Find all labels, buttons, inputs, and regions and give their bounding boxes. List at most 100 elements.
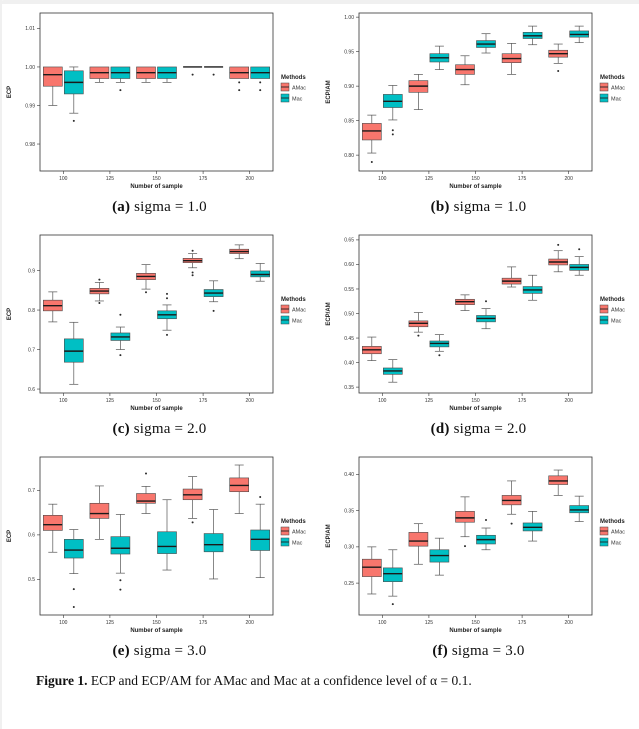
svg-text:0.6: 0.6 — [28, 387, 35, 393]
svg-text:125: 125 — [106, 176, 115, 182]
svg-text:AMac: AMac — [292, 86, 306, 92]
panel-subtitle-b: sigma = 1.0 — [453, 199, 527, 215]
panel-label-e: (e) — [112, 643, 130, 659]
panel-caption-a: (a) sigma = 1.0 — [0, 199, 319, 216]
svg-text:1.00: 1.00 — [25, 65, 35, 71]
svg-text:Methods: Methods — [281, 519, 306, 525]
panel-label-c: (c) — [112, 421, 130, 437]
figure-caption-label: Figure 1. — [36, 673, 88, 688]
svg-text:AMac: AMac — [611, 530, 625, 536]
svg-text:Mac: Mac — [611, 319, 622, 325]
svg-text:150: 150 — [471, 398, 480, 404]
svg-text:175: 175 — [518, 398, 527, 404]
panel-c: 0.6 0.7 0.8 0.9 100 125 150 175 200 Number of sam… — [0, 227, 319, 438]
svg-text:0.50: 0.50 — [344, 311, 354, 317]
svg-text:ECP: ECP — [7, 530, 13, 542]
svg-text:100: 100 — [378, 620, 387, 626]
figure-caption-text: ECP and ECP/AM for AMac and Mac at a con… — [90, 673, 472, 688]
svg-text:ECP: ECP — [7, 86, 13, 98]
svg-text:200: 200 — [565, 398, 574, 404]
svg-text:1.01: 1.01 — [25, 26, 35, 32]
svg-text:Number of sample: Number of sample — [130, 628, 183, 634]
svg-text:200: 200 — [565, 620, 574, 626]
svg-text:100: 100 — [59, 176, 68, 182]
svg-text:0.6: 0.6 — [28, 533, 35, 539]
svg-text:Number of sample: Number of sample — [449, 406, 502, 412]
svg-text:0.30: 0.30 — [344, 545, 354, 551]
svg-text:Methods: Methods — [600, 75, 625, 81]
panel-label-f: (f) — [432, 643, 448, 659]
svg-text:0.9: 0.9 — [28, 268, 35, 274]
svg-text:Methods: Methods — [281, 75, 306, 81]
panel-f: 0.25 0.30 0.35 0.40 100 125 150 175 200 Number of… — [319, 449, 638, 660]
svg-text:0.35: 0.35 — [344, 508, 354, 514]
figure-page: 0.98 0.99 1.00 1.01 100 125 150 175 200 Number of… — [0, 5, 639, 689]
boxplot-chart-a: 0.98 0.99 1.00 1.01 100 125 150 175 200 Number of… — [7, 12, 306, 190]
svg-text:0.40: 0.40 — [344, 360, 354, 366]
figure-caption: Figure 1. ECP and ECP/AM for AMac and Ma… — [36, 673, 639, 689]
svg-text:100: 100 — [378, 176, 387, 182]
svg-text:0.65: 0.65 — [344, 238, 354, 244]
panel-subtitle-a: sigma = 1.0 — [134, 199, 207, 215]
panel-a: 0.98 0.99 1.00 1.01 100 125 150 175 200 Number of… — [0, 5, 319, 216]
svg-text:125: 125 — [425, 620, 434, 626]
svg-text:AMac: AMac — [611, 308, 625, 314]
svg-text:Number of sample: Number of sample — [449, 184, 502, 190]
svg-text:150: 150 — [152, 620, 161, 626]
svg-text:200: 200 — [246, 620, 255, 626]
svg-text:175: 175 — [199, 176, 208, 182]
svg-text:150: 150 — [152, 398, 161, 404]
boxplot-chart-e: 0.5 0.6 0.7 100 125 150 175 200 Number of sample… — [7, 456, 306, 634]
svg-text:150: 150 — [471, 176, 480, 182]
svg-text:150: 150 — [471, 620, 480, 626]
svg-text:150: 150 — [152, 176, 161, 182]
svg-text:0.7: 0.7 — [28, 488, 35, 494]
svg-text:Methods: Methods — [281, 297, 306, 303]
svg-text:Number of sample: Number of sample — [130, 184, 183, 190]
panel-subtitle-d: sigma = 2.0 — [453, 421, 527, 437]
svg-text:0.45: 0.45 — [344, 336, 354, 342]
svg-text:ECP/AM: ECP/AM — [326, 302, 332, 325]
figure-grid: 0.98 0.99 1.00 1.01 100 125 150 175 200 Number of… — [0, 5, 639, 660]
svg-text:Methods: Methods — [600, 519, 625, 525]
svg-text:Mac: Mac — [292, 319, 303, 325]
boxplot-chart-f: 0.25 0.30 0.35 0.40 100 125 150 175 200 Number of… — [326, 456, 625, 634]
svg-text:175: 175 — [518, 176, 527, 182]
panel-caption-f: (f) sigma = 3.0 — [319, 643, 638, 660]
svg-text:0.5: 0.5 — [28, 577, 35, 583]
svg-text:0.99: 0.99 — [25, 103, 35, 109]
boxplot-chart-b: 0.80 0.85 0.90 0.95 1.00 100 125 150 175 200 Numbe… — [326, 12, 625, 190]
svg-text:Mac: Mac — [292, 541, 303, 547]
svg-text:100: 100 — [59, 620, 68, 626]
panel-caption-e: (e) sigma = 3.0 — [0, 643, 319, 660]
svg-text:125: 125 — [106, 620, 115, 626]
svg-text:0.7: 0.7 — [28, 347, 35, 353]
svg-text:ECP/AM: ECP/AM — [326, 524, 332, 547]
svg-text:125: 125 — [106, 398, 115, 404]
svg-text:0.95: 0.95 — [344, 49, 354, 55]
svg-text:ECP: ECP — [7, 308, 13, 320]
svg-text:125: 125 — [425, 398, 434, 404]
svg-text:0.8: 0.8 — [28, 308, 35, 314]
svg-text:Mac: Mac — [611, 97, 622, 103]
panel-e: 0.5 0.6 0.7 100 125 150 175 200 Number of sample… — [0, 449, 319, 660]
svg-text:AMac: AMac — [292, 530, 306, 536]
svg-text:ECP/AM: ECP/AM — [326, 80, 332, 103]
svg-text:0.25: 0.25 — [344, 581, 354, 587]
svg-text:200: 200 — [246, 398, 255, 404]
svg-text:0.98: 0.98 — [25, 142, 35, 148]
panel-label-d: (d) — [430, 421, 450, 437]
boxplot-chart-c: 0.6 0.7 0.8 0.9 100 125 150 175 200 Number of sam… — [7, 234, 306, 412]
panel-subtitle-e: sigma = 3.0 — [133, 643, 207, 659]
svg-text:Methods: Methods — [600, 297, 625, 303]
svg-text:175: 175 — [199, 398, 208, 404]
svg-text:AMac: AMac — [292, 308, 306, 314]
svg-text:AMac: AMac — [611, 86, 625, 92]
svg-text:100: 100 — [59, 398, 68, 404]
svg-text:200: 200 — [565, 176, 574, 182]
boxplot-chart-d: 0.35 0.40 0.45 0.50 0.55 0.60 0.65 100 125 150 175… — [326, 234, 625, 412]
svg-text:0.85: 0.85 — [344, 118, 354, 124]
svg-text:0.35: 0.35 — [344, 385, 354, 391]
svg-text:175: 175 — [199, 620, 208, 626]
svg-text:Number of sample: Number of sample — [449, 628, 502, 634]
